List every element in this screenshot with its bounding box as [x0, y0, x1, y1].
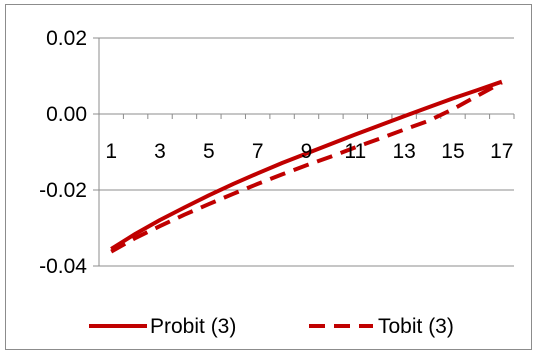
tick-labels: 0.020.00-0.02-0.041 3 5 7 9 11 13 15 17: [39, 27, 513, 278]
x-tick-label: 3: [154, 140, 166, 163]
chart-area: 0.02 0.00 -0.02 -0.04 1 3 5 7 9 11 13 15 17 Probit (…: [5, 4, 532, 350]
x-tick-label: 5: [203, 140, 215, 163]
legend-label: Tobit (3): [378, 315, 454, 338]
x-tick-label: 15: [441, 140, 464, 163]
probit-series-line: [110, 79, 503, 251]
x-tick-label: 9: [301, 140, 313, 163]
line-chart: 0.020.00-0.02-0.041 3 5 7 9 11 13 15 17 Probit (…: [39, 27, 515, 338]
y-tick-label: 0.00: [46, 103, 87, 126]
x-tick-label: 7: [252, 140, 264, 163]
series-lines: [110, 79, 503, 254]
legend-label: Probit (3): [150, 315, 236, 338]
y-tick-label: 0.02: [46, 27, 87, 50]
x-tick-label: 17: [490, 140, 513, 163]
y-tick-label: -0.04: [39, 255, 87, 278]
x-tick-label: 11: [344, 140, 366, 163]
gridlines: [99, 37, 514, 267]
y-tick-label: -0.02: [39, 179, 87, 202]
x-tick-label: 13: [392, 140, 415, 163]
tobit-series-line: [110, 80, 503, 254]
x-tick-label: 1: [105, 140, 117, 163]
legend: Probit (3) Tobit (3): [89, 315, 454, 338]
